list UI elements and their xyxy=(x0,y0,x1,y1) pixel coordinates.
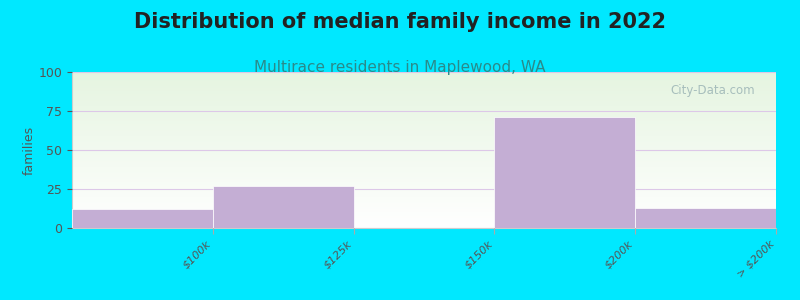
Text: Multirace residents in Maplewood, WA: Multirace residents in Maplewood, WA xyxy=(254,60,546,75)
Y-axis label: families: families xyxy=(22,125,36,175)
Text: Distribution of median family income in 2022: Distribution of median family income in … xyxy=(134,12,666,32)
Text: City-Data.com: City-Data.com xyxy=(670,85,755,98)
Bar xyxy=(213,186,354,228)
Bar xyxy=(635,208,776,228)
Bar xyxy=(72,209,213,228)
Bar xyxy=(494,117,635,228)
